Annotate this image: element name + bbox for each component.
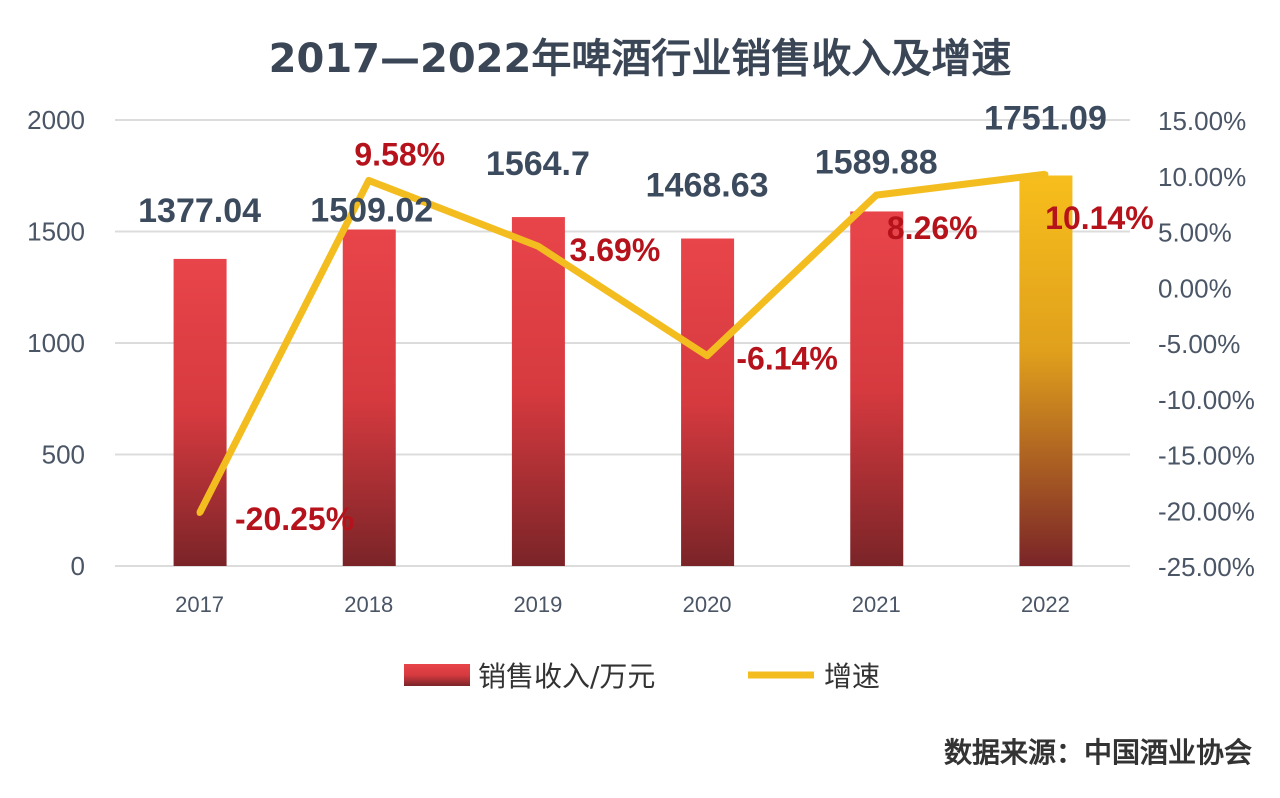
bar-2020 (681, 238, 735, 566)
bar-2022 (1019, 175, 1073, 566)
source-note: 数据来源：中国酒业协会 (944, 736, 1252, 769)
x-axis-tick: 2018 (344, 592, 393, 617)
bar-value-label: 1468.63 (646, 166, 769, 204)
bar-2018 (342, 229, 396, 567)
growth-point-2022 (1042, 171, 1049, 178)
left-axis-tick: 500 (42, 440, 85, 470)
x-axis-tick: 2020 (683, 592, 732, 617)
growth-point-2020 (704, 352, 711, 359)
growth-point-2018 (365, 177, 372, 184)
right-axis-tick: 15.00% (1158, 106, 1246, 136)
growth-label: 10.14% (1045, 200, 1154, 236)
right-axis-tick: 10.00% (1158, 162, 1246, 192)
left-axis-tick: 1000 (27, 328, 85, 358)
bar-value-label: 1589.88 (815, 143, 938, 181)
bar-2019 (511, 217, 565, 566)
chart-title: 2017—2022年啤酒行业销售收入及增速 (269, 36, 1012, 82)
right-axis-tick: 0.00% (1158, 273, 1232, 303)
right-axis-tick: -10.00% (1158, 385, 1255, 415)
bar-value-label: 1564.7 (486, 145, 590, 183)
bar-value-label: 1751.09 (984, 100, 1107, 138)
bar-value-label: 1509.02 (310, 191, 433, 229)
bar-value-label: 1377.04 (138, 192, 261, 230)
right-axis-tick: -5.00% (1158, 329, 1240, 359)
legend-bar-swatch (404, 664, 470, 686)
right-axis-tick: 5.00% (1158, 218, 1232, 248)
x-axis-tick: 2022 (1021, 592, 1070, 617)
growth-point-2019 (534, 243, 541, 250)
left-axis-tick: 2000 (27, 105, 85, 135)
growth-point-2017 (196, 510, 203, 517)
growth-line (196, 170, 1046, 515)
right-axis-tick: -20.00% (1158, 496, 1255, 526)
left-axis-tick: 1500 (27, 217, 85, 247)
x-axis-tick: 2017 (175, 592, 224, 617)
x-axis-tick: 2019 (513, 592, 562, 617)
legend-bar-label: 销售收入/万元 (478, 660, 655, 693)
left-axis-tick: 0 (71, 551, 85, 581)
bar-2021 (850, 211, 904, 566)
legend-line-label: 增速 (824, 660, 880, 693)
right-axis-tick: -15.00% (1158, 441, 1255, 471)
growth-label: 8.26% (887, 210, 978, 246)
growth-label: -6.14% (736, 341, 837, 377)
bar-2017 (173, 258, 227, 566)
growth-label: 9.58% (354, 136, 445, 172)
x-axis-tick: 2021 (852, 592, 901, 617)
right-axis-tick: -25.00% (1158, 552, 1255, 582)
growth-label: -20.25% (235, 501, 354, 537)
growth-point-2021 (873, 192, 880, 199)
growth-label: 3.69% (570, 232, 661, 268)
legend: 销售收入/万元 增速 (404, 660, 880, 693)
